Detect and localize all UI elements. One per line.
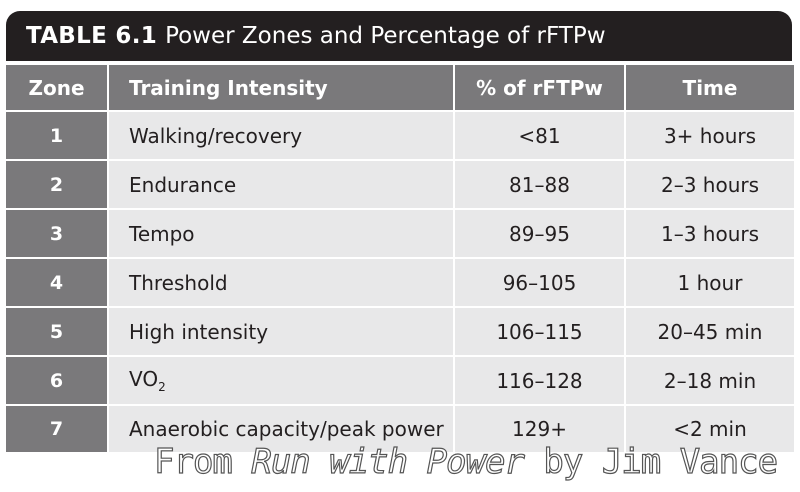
- table-row: 1 Walking/recovery <81 3+ hours: [6, 112, 794, 159]
- header-row: Zone Training Intensity % of rFTPw Time: [6, 65, 794, 110]
- zone-cell: 6: [6, 357, 107, 404]
- header-zone: Zone: [6, 65, 107, 110]
- header-time: Time: [626, 65, 794, 110]
- percent-cell: 81–88: [455, 161, 624, 208]
- intensity-cell: Walking/recovery: [109, 112, 453, 159]
- time-cell: <2 min: [626, 406, 794, 452]
- intensity-cell: Tempo: [109, 210, 453, 257]
- intensity-subscript: 2: [158, 380, 166, 394]
- percent-cell: 116–128: [455, 357, 624, 404]
- table-row: 4 Threshold 96–105 1 hour: [6, 259, 794, 306]
- percent-cell: 89–95: [455, 210, 624, 257]
- source-watermark: From Run with Power by Jim Vance: [153, 441, 779, 482]
- watermark-book-title: Run with Power: [251, 441, 526, 482]
- zone-cell: 3: [6, 210, 107, 257]
- percent-cell: 106–115: [455, 308, 624, 355]
- time-cell: 3+ hours: [626, 112, 794, 159]
- percent-cell: <81: [455, 112, 624, 159]
- time-cell: 1–3 hours: [626, 210, 794, 257]
- table-row: 7 Anaerobic capacity/peak power 129+ <2 …: [6, 406, 794, 452]
- header-percent-rftpw: % of rFTPw: [455, 65, 624, 110]
- time-cell: 2–18 min: [626, 357, 794, 404]
- time-cell: 1 hour: [626, 259, 794, 306]
- table-number: TABLE 6.1: [26, 23, 158, 49]
- intensity-cell: Threshold: [109, 259, 453, 306]
- header-training-intensity: Training Intensity: [109, 65, 453, 110]
- intensity-cell: Endurance: [109, 161, 453, 208]
- intensity-cell: VO2: [109, 357, 453, 404]
- power-zones-table: Zone Training Intensity % of rFTPw Time …: [4, 63, 796, 454]
- zone-cell: 2: [6, 161, 107, 208]
- watermark-prefix: From: [153, 441, 252, 482]
- percent-cell: 129+: [455, 406, 624, 452]
- time-cell: 20–45 min: [626, 308, 794, 355]
- percent-cell: 96–105: [455, 259, 624, 306]
- table-title-bar: TABLE 6.1 Power Zones and Percentage of …: [6, 11, 792, 61]
- zone-cell: 1: [6, 112, 107, 159]
- watermark-suffix: by Jim Vance: [523, 441, 779, 482]
- zone-cell: 7: [6, 406, 107, 452]
- table-title: Power Zones and Percentage of rFTPw: [165, 23, 606, 49]
- table-row: 2 Endurance 81–88 2–3 hours: [6, 161, 794, 208]
- zone-cell: 5: [6, 308, 107, 355]
- intensity-text: VO: [129, 367, 159, 391]
- zone-cell: 4: [6, 259, 107, 306]
- table-row: 3 Tempo 89–95 1–3 hours: [6, 210, 794, 257]
- table-row: 6 VO2 116–128 2–18 min: [6, 357, 794, 404]
- table-row: 5 High intensity 106–115 20–45 min: [6, 308, 794, 355]
- intensity-cell: High intensity: [109, 308, 453, 355]
- intensity-cell: Anaerobic capacity/peak power: [109, 406, 453, 452]
- time-cell: 2–3 hours: [626, 161, 794, 208]
